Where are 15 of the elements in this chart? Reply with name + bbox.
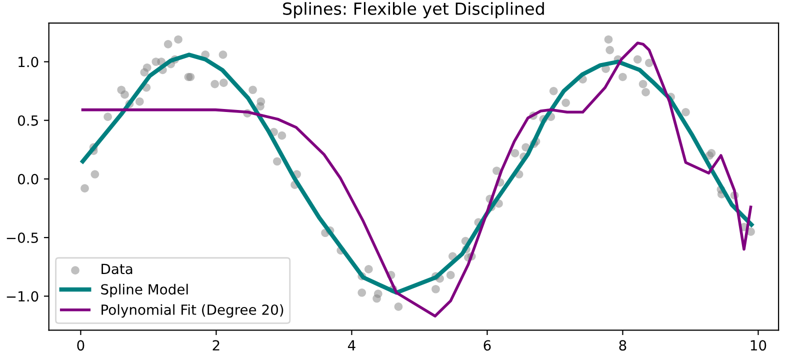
y-tick-label: −0.5 (6, 232, 38, 244)
legend-label: Spline Model (101, 284, 188, 298)
y-tick-label: 0.0 (18, 174, 38, 184)
chart-title: Splines: Flexible yet Disciplined (283, 2, 544, 18)
legend-label: Data (102, 264, 132, 274)
x-tick-label: 2 (212, 340, 220, 350)
x-tick-label: 6 (484, 340, 491, 351)
x-tick-label: 10 (750, 340, 766, 351)
y-tick-label: −1.0 (6, 291, 38, 302)
x-tick-label: 8 (619, 340, 626, 351)
y-tick-label: 1.0 (18, 56, 38, 68)
legend-label: Polynomial Fit (Degree 20) (102, 304, 284, 318)
x-tick-label: 4 (348, 340, 356, 350)
x-tick-label: 0 (77, 340, 84, 351)
y-tick-label: 0.5 (18, 115, 38, 126)
